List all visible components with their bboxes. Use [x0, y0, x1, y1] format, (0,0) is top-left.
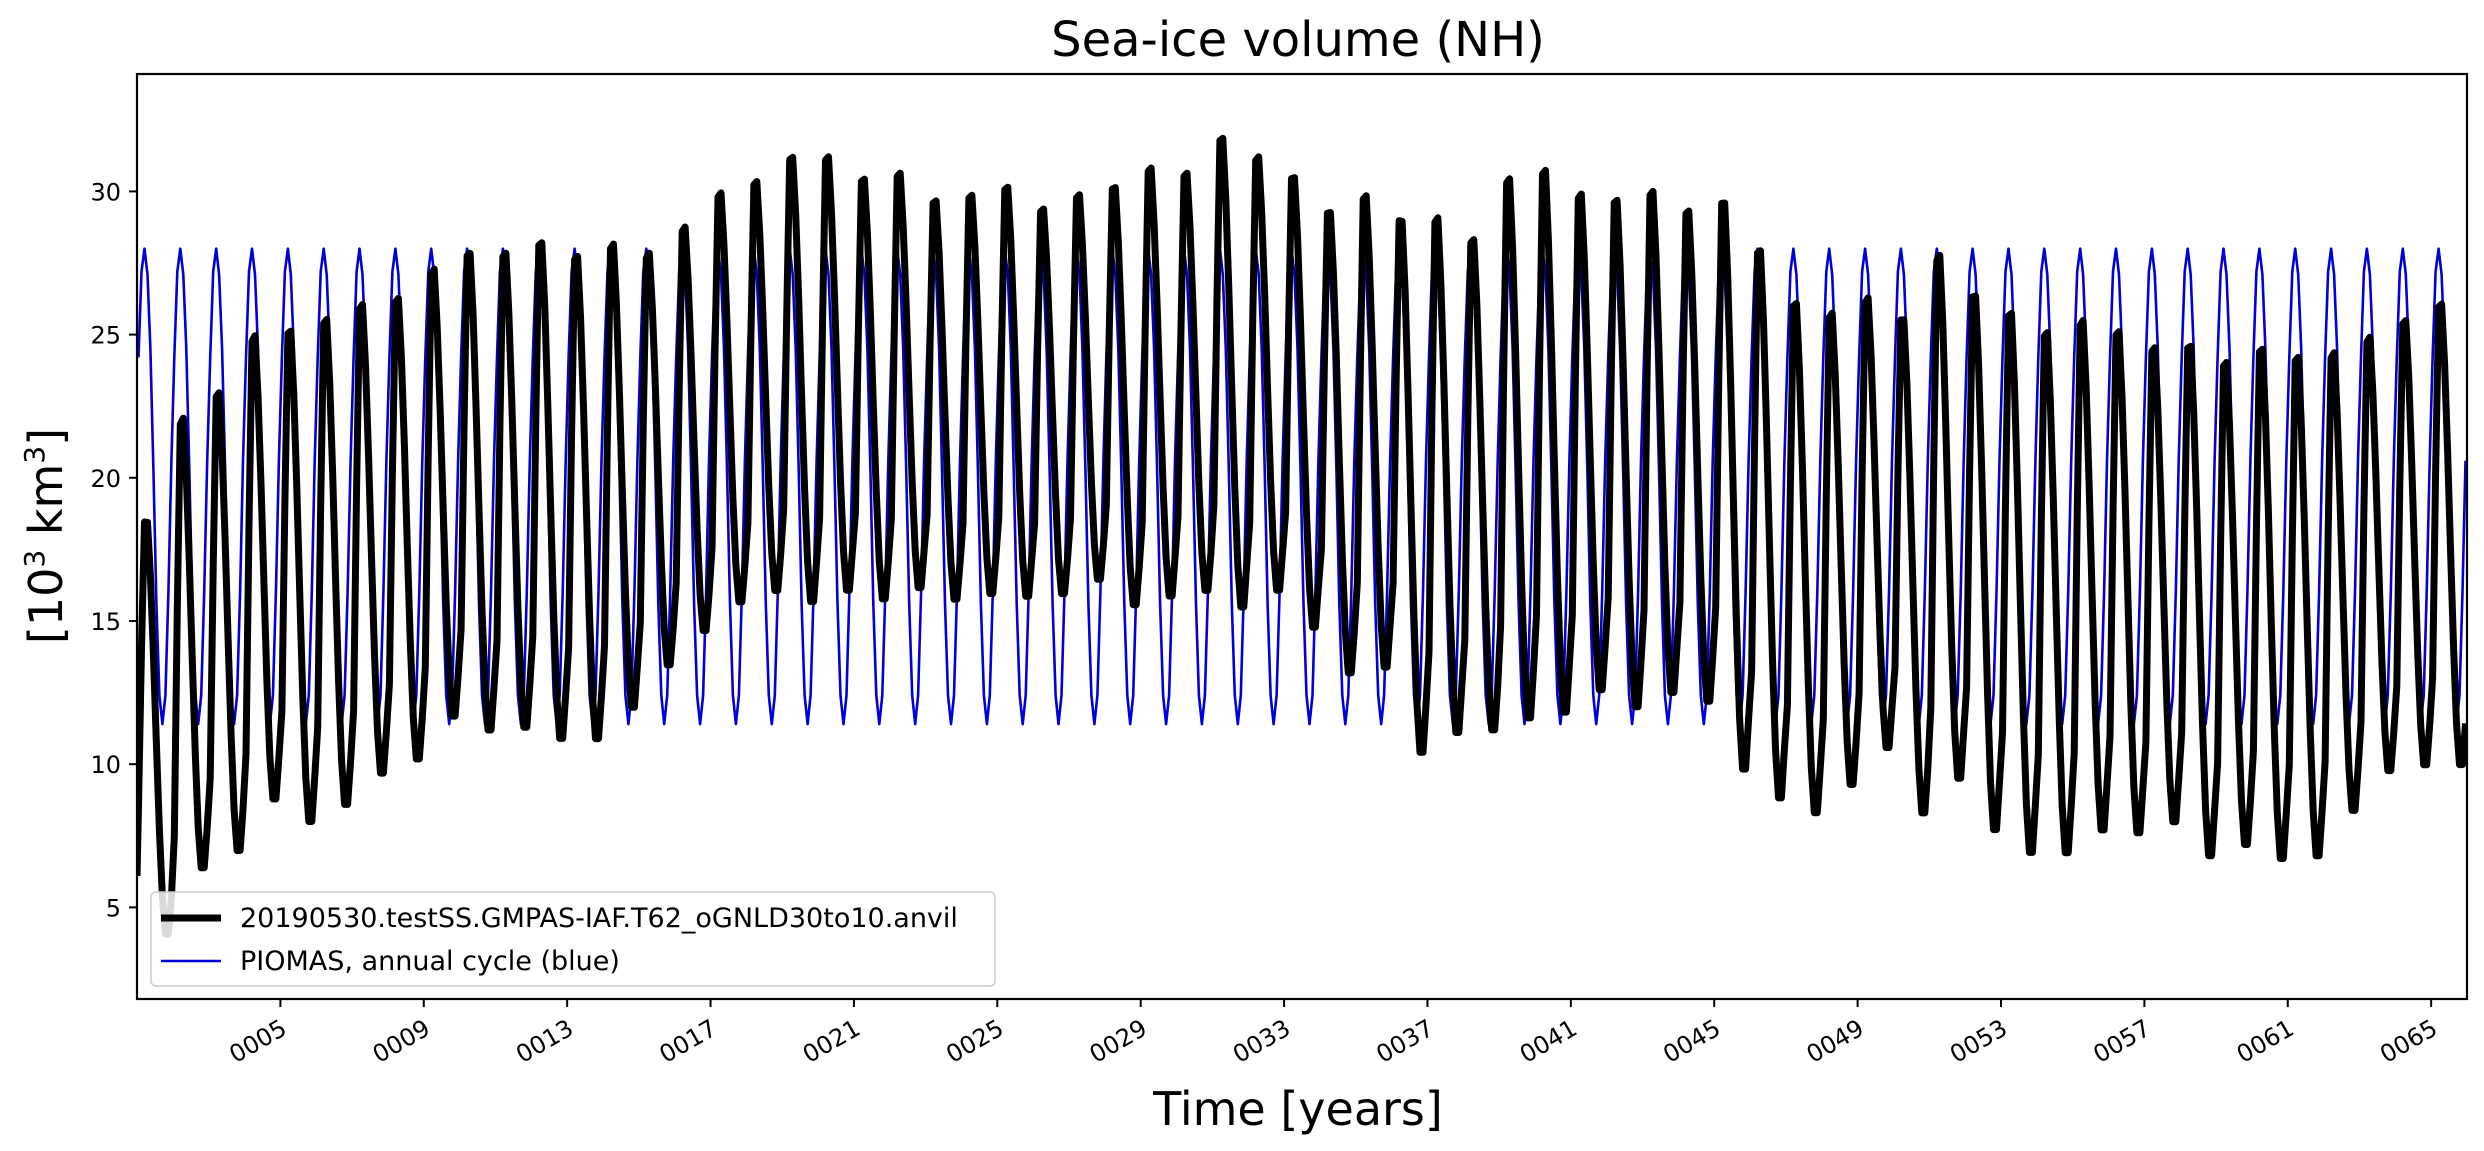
y-axis-label-exp2: 3	[18, 446, 51, 464]
series-line-model	[137, 134, 2467, 938]
legend-label-piomas: PIOMAS, annual cycle (blue)	[240, 946, 620, 977]
y-tick-label: 25	[90, 322, 121, 350]
y-axis-label-exp1: 3	[18, 550, 51, 568]
y-axis-label: [103 km3]	[18, 428, 73, 644]
y-axis-label-mid: km	[19, 464, 73, 550]
y-tick-label: 15	[90, 608, 121, 636]
series-layer	[137, 134, 2467, 938]
y-tick-label: 5	[106, 894, 121, 922]
y-axis-label-base: [10	[19, 568, 73, 644]
y-tick-label: 10	[90, 751, 121, 779]
y-tick-label: 30	[90, 178, 121, 206]
plot-frame	[135, 72, 2469, 1001]
legend-box	[150, 891, 996, 987]
y-axis: 5 10 15 20 25 30	[90, 178, 137, 922]
y-tick-label: 20	[90, 465, 121, 493]
y-axis-label-end: ]	[19, 428, 73, 446]
chart-title: Sea-ice volume (NH)	[1051, 12, 1545, 68]
legend: 20190530.testSS.GMPAS-IAF.T62_oGNLD30to1…	[150, 891, 996, 987]
series-line-piomas	[137, 247, 2467, 726]
x-axis-label: Time [years]	[1152, 1082, 1443, 1136]
legend-label-model: 20190530.testSS.GMPAS-IAF.T62_oGNLD30to1…	[240, 903, 958, 934]
